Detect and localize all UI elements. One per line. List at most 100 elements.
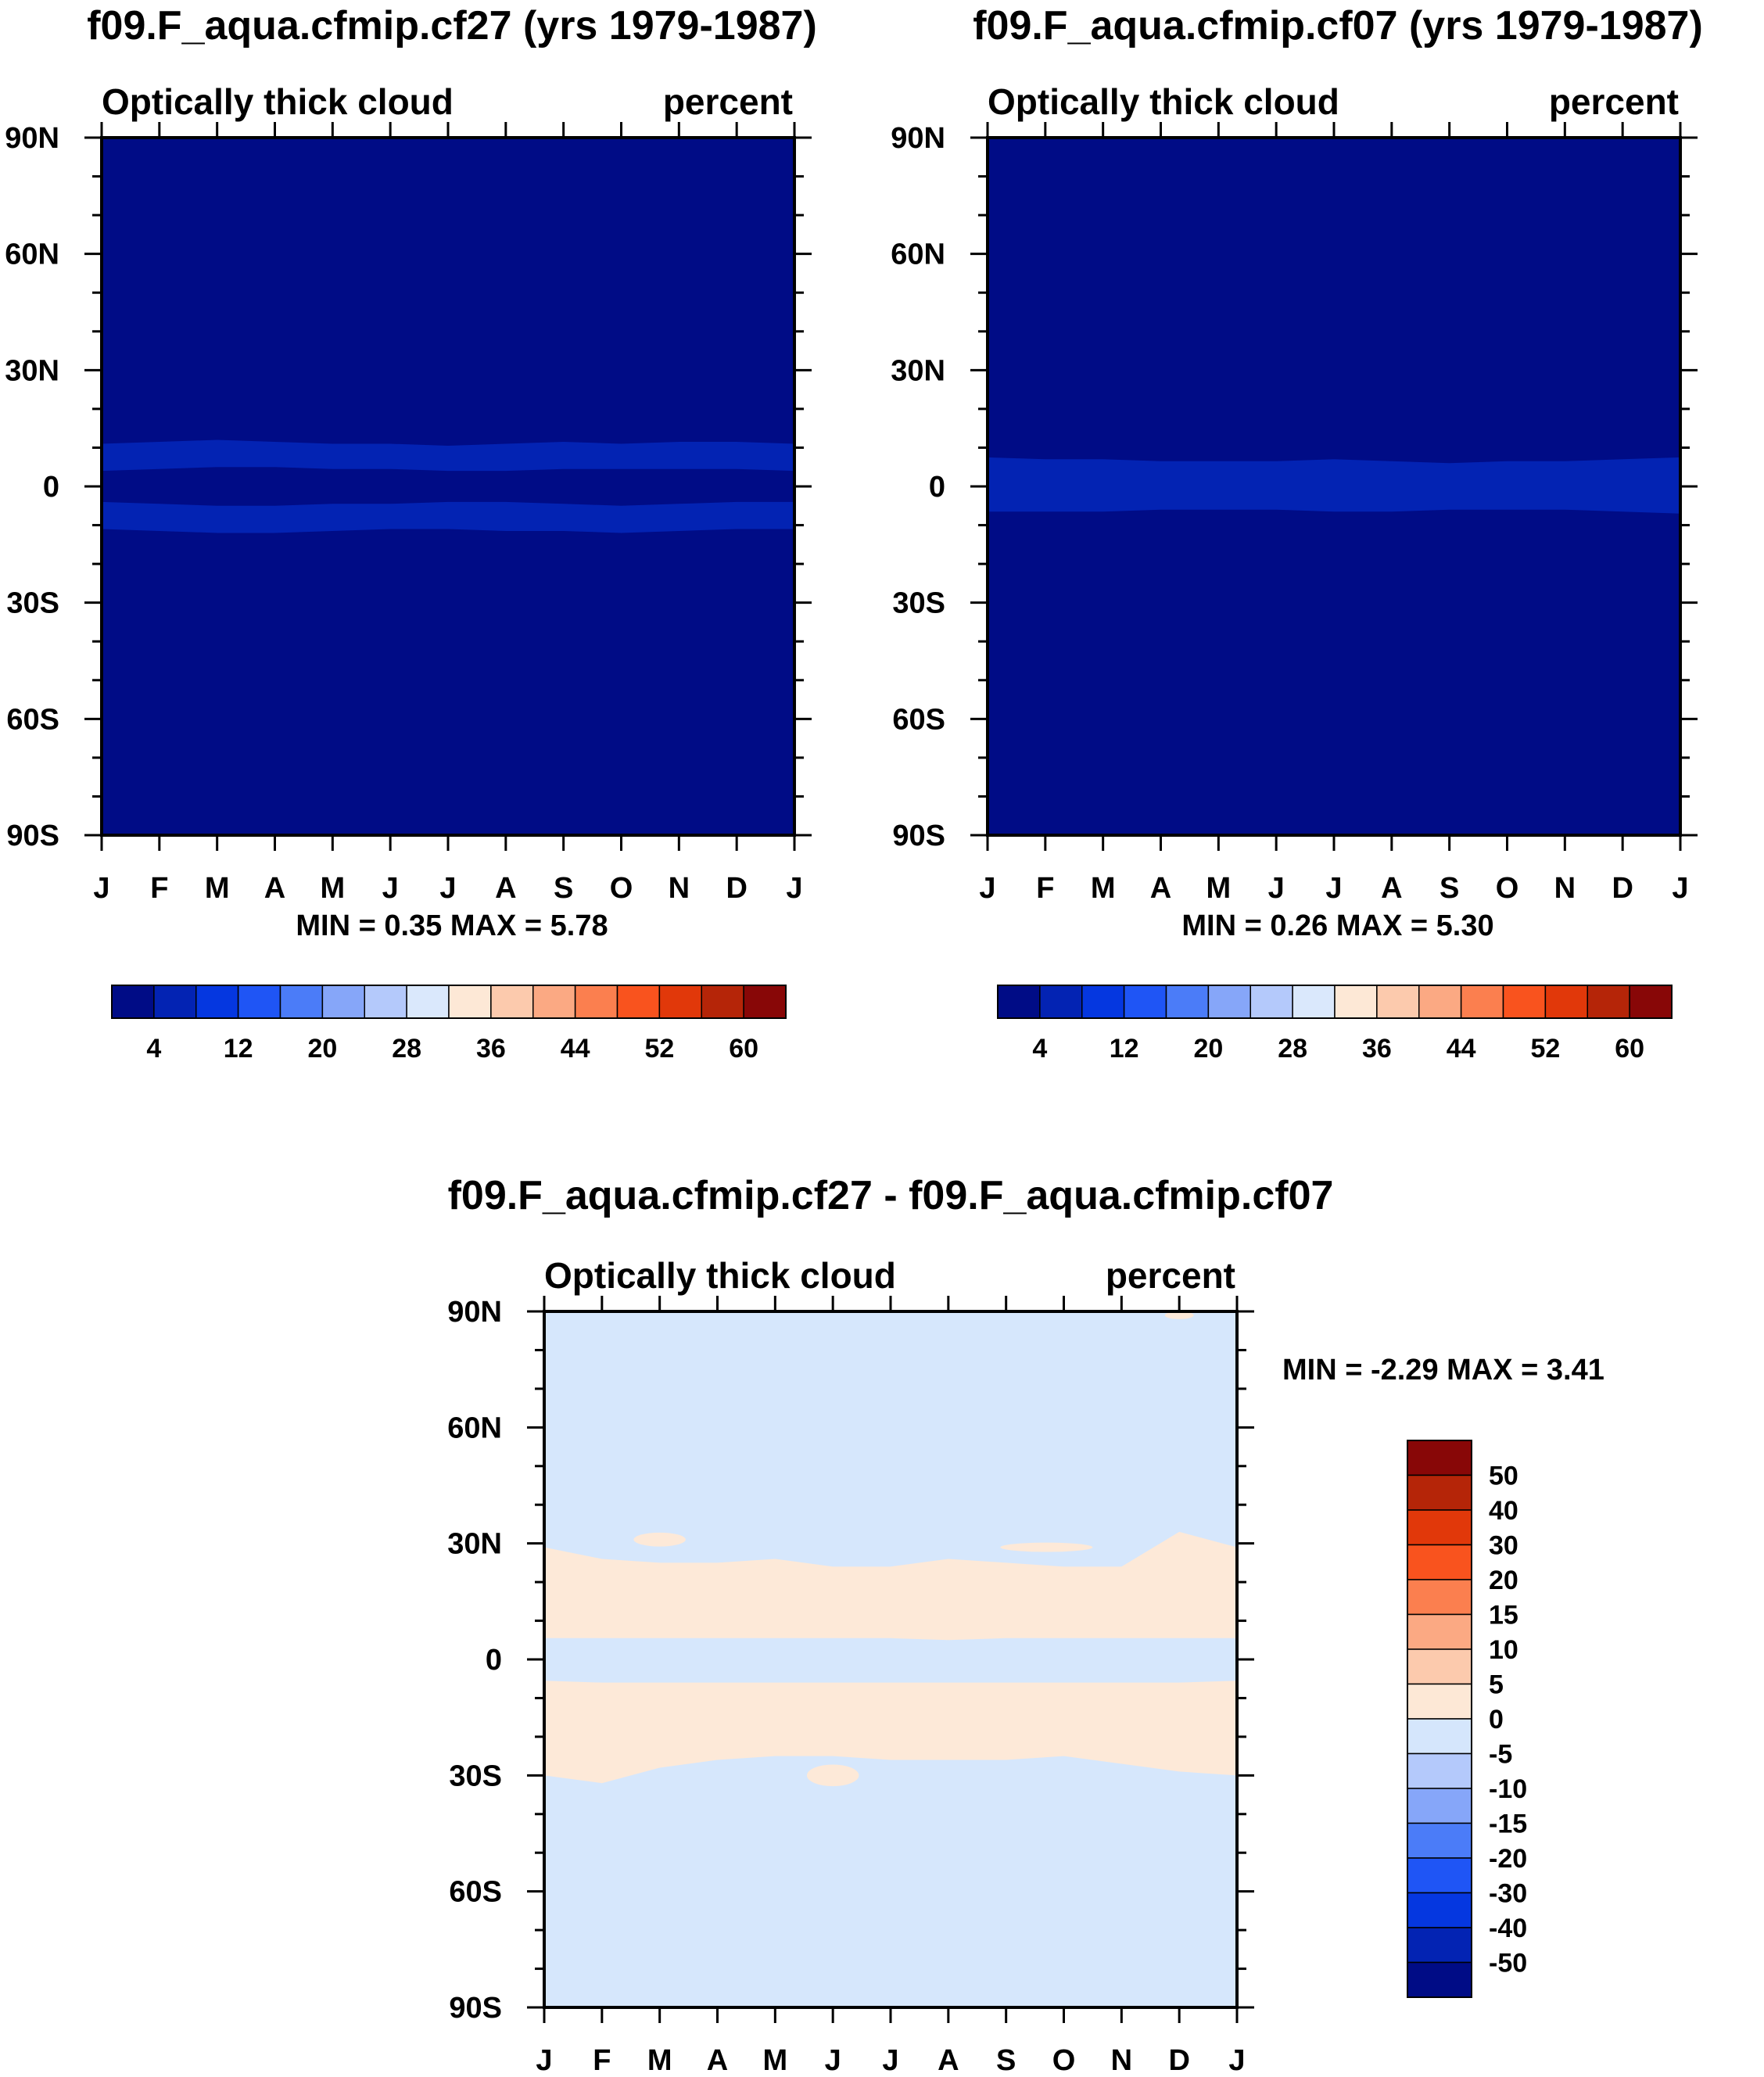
colorbar-swatch bbox=[616, 985, 661, 1019]
x-tick-label: F bbox=[1036, 872, 1054, 905]
y-tick-label: 90S bbox=[892, 820, 945, 852]
colorbar-swatch bbox=[1460, 985, 1504, 1019]
y-tick-label: 60N bbox=[891, 239, 945, 271]
panel-c: f09.F_aqua.cfmip.cf27 - f09.F_aqua.cfmip… bbox=[447, 1173, 1604, 2077]
min-label: MIN = bbox=[296, 909, 375, 942]
colorbar-label: 4 bbox=[1032, 1034, 1047, 1064]
y-tick-label: 90N bbox=[447, 1296, 502, 1329]
max-value: 3.41 bbox=[1538, 1354, 1604, 1386]
x-tick-label: A bbox=[1150, 872, 1171, 905]
colorbar-swatch bbox=[406, 985, 450, 1019]
panel-b: f09.F_aqua.cfmip.cf07 (yrs 1979-1987) Opt… bbox=[891, 3, 1703, 1064]
colorbar-swatch bbox=[743, 985, 787, 1019]
x-tick-label: M bbox=[205, 872, 230, 905]
x-tick-label: J bbox=[439, 872, 456, 905]
y-tick-label: 30S bbox=[449, 1760, 502, 1792]
colorbar-label: 60 bbox=[729, 1034, 758, 1064]
x-tick-label: J bbox=[1672, 872, 1688, 905]
colorbar-swatch bbox=[532, 985, 576, 1019]
x-tick-label: J bbox=[382, 872, 399, 905]
x-tick-label: J bbox=[882, 2044, 898, 2077]
y-tick-label: 30N bbox=[5, 354, 59, 387]
x-tick-label: A bbox=[1381, 872, 1402, 905]
colorbar-label: -20 bbox=[1489, 1844, 1527, 1874]
colorbar-label: 50 bbox=[1489, 1462, 1518, 1491]
colorbar-label: 0 bbox=[1489, 1705, 1504, 1734]
colorbar-label: 36 bbox=[476, 1034, 506, 1064]
colorbar-label: 12 bbox=[1110, 1034, 1139, 1064]
x-tick-label: S bbox=[996, 2044, 1016, 2077]
x-tick-label: M bbox=[763, 2044, 788, 2077]
y-tick-label: 30N bbox=[891, 354, 945, 387]
colorbar-label: 28 bbox=[1278, 1034, 1307, 1064]
colorbar-label: 44 bbox=[1447, 1034, 1476, 1064]
min-max-text: MIN = -2.29 MAX = 3.41 bbox=[1282, 1354, 1604, 1386]
min-value: 0.26 bbox=[1262, 909, 1328, 942]
colorbar-frame bbox=[111, 985, 787, 1019]
min-label: MIN = bbox=[1282, 1354, 1362, 1386]
colorbar-swatch bbox=[1407, 1579, 1472, 1616]
y-tick-label: 30S bbox=[6, 587, 59, 620]
x-tick-label: D bbox=[726, 872, 747, 905]
panel-a: f09.F_aqua.cfmip.cf27 (yrs 1979-1987) Opt… bbox=[5, 3, 817, 1064]
colorbar-swatch bbox=[1407, 1927, 1472, 1964]
left-string: Optically thick cloud bbox=[544, 1255, 896, 1296]
colorbar-swatch bbox=[1544, 985, 1588, 1019]
x-tick-label: N bbox=[1111, 2044, 1132, 2077]
right-string: percent bbox=[1549, 81, 1679, 122]
contour-band-positive bbox=[544, 1531, 1237, 1641]
colorbar-swatch bbox=[1081, 985, 1125, 1019]
colorbar-swatch bbox=[448, 985, 492, 1019]
y-tick-label: 0 bbox=[43, 471, 59, 504]
colorbar-swatch bbox=[111, 985, 155, 1019]
plot-background bbox=[102, 138, 794, 835]
right-string: percent bbox=[1106, 1255, 1235, 1296]
x-tick-label: A bbox=[707, 2044, 728, 2077]
colorbar-label: 20 bbox=[307, 1034, 337, 1064]
max-value: 5.30 bbox=[1428, 909, 1494, 942]
contour-blob-positive bbox=[806, 1764, 859, 1787]
colorbar-swatch bbox=[1165, 985, 1210, 1019]
colorbar-label: 30 bbox=[1489, 1531, 1518, 1561]
x-tick-label: A bbox=[495, 872, 516, 905]
contour-blob-positive bbox=[633, 1532, 686, 1547]
colorbar-label: 12 bbox=[224, 1034, 253, 1064]
x-tick-label: M bbox=[647, 2044, 672, 2077]
colorbar-swatch bbox=[1407, 1892, 1472, 1928]
y-tick-label: 60N bbox=[447, 1412, 502, 1444]
y-tick-label: 90N bbox=[891, 122, 945, 155]
colorbar-swatch bbox=[1123, 985, 1167, 1019]
y-tick-label: 0 bbox=[486, 1644, 502, 1677]
colorbar-label: 28 bbox=[392, 1034, 421, 1064]
max-label: MAX = bbox=[1439, 1354, 1539, 1386]
colorbar-swatch bbox=[1407, 1683, 1472, 1720]
x-tick-label: D bbox=[1612, 872, 1633, 905]
x-tick-label: J bbox=[979, 872, 995, 905]
colorbar-swatch bbox=[321, 985, 365, 1019]
colorbar-label: 44 bbox=[561, 1034, 590, 1064]
colorbar-swatch bbox=[701, 985, 744, 1019]
x-tick-label: M bbox=[321, 872, 346, 905]
colorbar-label: -40 bbox=[1489, 1914, 1527, 1943]
min-max-text: MIN = 0.26 MAX = 5.30 bbox=[1181, 909, 1493, 942]
colorbar-swatch bbox=[1207, 985, 1251, 1019]
colorbar-swatch bbox=[997, 985, 1041, 1019]
colorbar-label: -30 bbox=[1489, 1879, 1527, 1909]
y-tick-label: 90S bbox=[6, 820, 59, 852]
colorbar-label: 5 bbox=[1489, 1670, 1504, 1700]
colorbar-frame bbox=[997, 985, 1673, 1019]
left-string: Optically thick cloud bbox=[988, 81, 1339, 122]
colorbar-label: 60 bbox=[1615, 1034, 1644, 1064]
colorbar-swatch bbox=[1407, 1857, 1472, 1894]
colorbar-swatch bbox=[237, 985, 281, 1019]
colorbar-swatch bbox=[574, 985, 618, 1019]
x-tick-label: J bbox=[786, 872, 802, 905]
contour-band bbox=[988, 457, 1680, 514]
colorbar-swatch bbox=[364, 985, 407, 1019]
contour-band bbox=[102, 501, 794, 533]
colorbar-swatch bbox=[1407, 1648, 1472, 1685]
colorbar-swatch bbox=[1407, 1961, 1472, 1998]
x-tick-label: N bbox=[669, 872, 690, 905]
colorbar-label: 40 bbox=[1489, 1496, 1518, 1526]
